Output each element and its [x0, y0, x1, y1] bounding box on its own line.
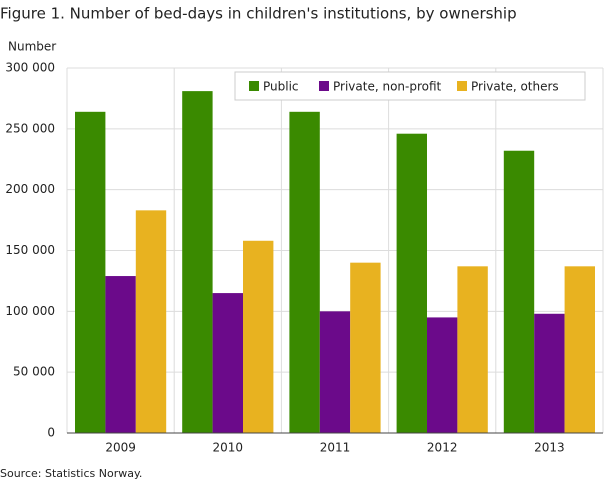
bar — [457, 266, 488, 433]
x-tick-label: 2012 — [427, 441, 458, 455]
legend-marker — [249, 81, 259, 91]
y-tick-label: 100 000 — [5, 304, 55, 318]
legend-label: Public — [263, 80, 299, 94]
legend-marker — [319, 81, 329, 91]
x-tick-label: 2013 — [534, 441, 565, 455]
y-tick-label: 0 — [47, 426, 55, 440]
bar — [396, 133, 427, 433]
bar — [182, 91, 213, 433]
bar — [350, 262, 381, 433]
bar — [427, 317, 458, 433]
y-tick-label: 250 000 — [5, 121, 55, 135]
y-tick-label: 200 000 — [5, 182, 55, 196]
y-axis-label: Number — [8, 40, 56, 54]
bar — [564, 266, 595, 433]
bar — [212, 293, 243, 433]
bar — [534, 313, 565, 433]
bar — [105, 276, 136, 433]
y-tick-label: 50 000 — [13, 365, 55, 379]
legend-label: Private, others — [471, 80, 559, 94]
chart-title: Figure 1. Number of bed-days in children… — [0, 5, 517, 23]
legend-label: Private, non-profit — [333, 80, 442, 94]
bar — [289, 111, 320, 434]
y-tick-label: 300 000 — [5, 61, 55, 75]
legend-box — [234, 71, 586, 101]
y-tick-label: 150 000 — [5, 243, 55, 257]
x-tick-label: 2009 — [105, 441, 136, 455]
bar — [135, 210, 167, 433]
source: Source: Statistics Norway. — [0, 467, 142, 480]
bar — [503, 150, 535, 433]
bar — [75, 111, 106, 434]
x-tick-label: 2010 — [213, 441, 244, 455]
legend-marker — [457, 81, 467, 91]
bar — [243, 240, 274, 433]
bar — [319, 311, 351, 433]
x-tick-label: 2011 — [320, 441, 351, 455]
